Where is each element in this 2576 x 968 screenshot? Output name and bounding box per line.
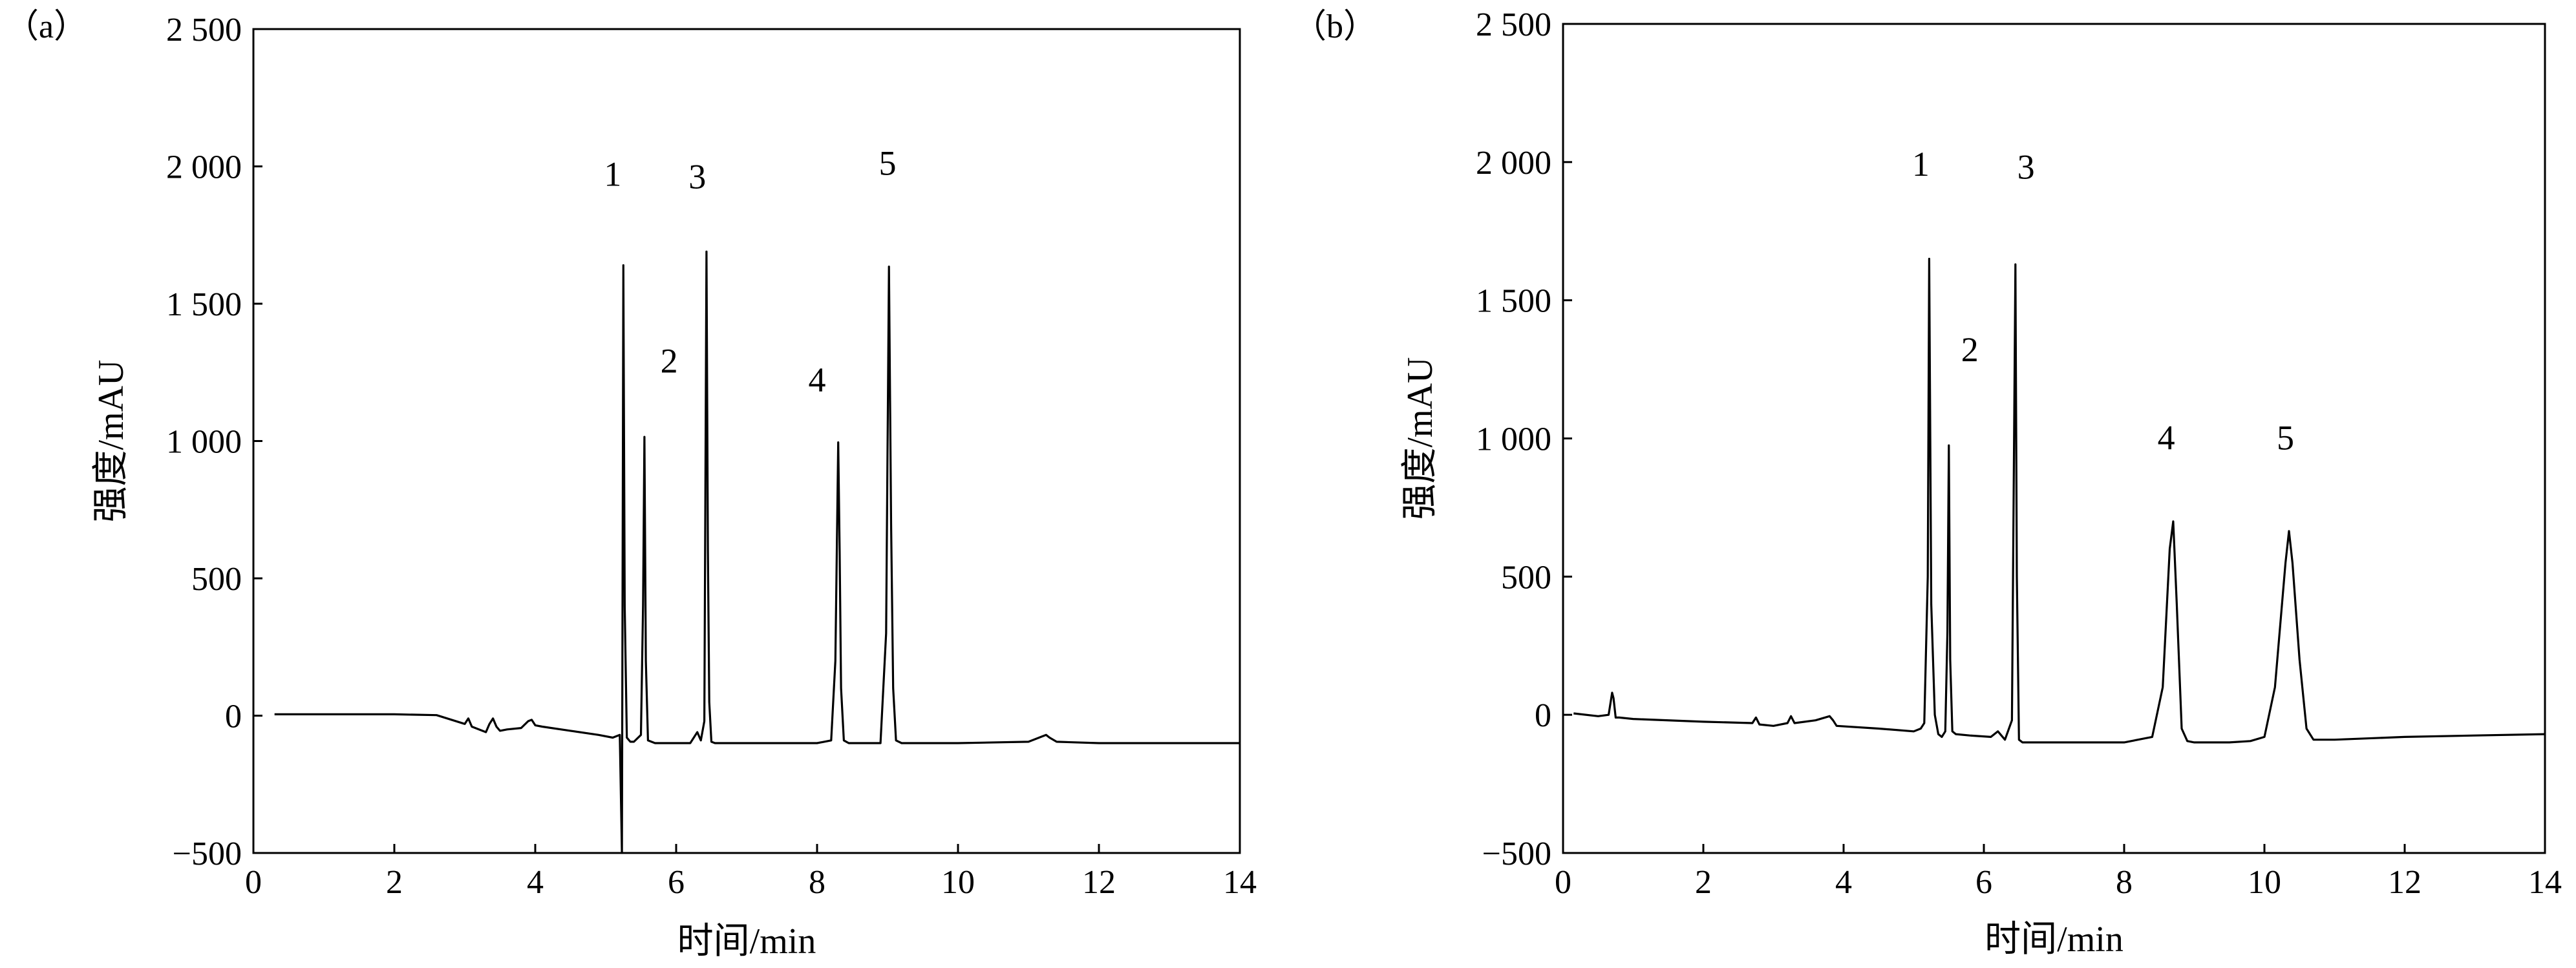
y-tick-label: 2 000 [166,149,242,186]
y-axis-title: 强度/mAU [91,360,131,523]
peak-label: 3 [2017,147,2035,186]
y-tick-label: 0 [225,699,242,735]
x-tick-label: 8 [809,864,825,901]
y-tick-label: −500 [173,836,242,872]
x-tick-label: 14 [2528,864,2562,901]
x-tick-label: 4 [527,864,544,901]
x-tick-label: 10 [2248,864,2281,901]
panel-label: （b） [1293,8,1377,45]
y-tick-label: 2 500 [166,12,242,48]
x-tick-label: 14 [1223,864,1257,901]
y-tick-label: 1 500 [166,286,242,323]
x-tick-label: 0 [1555,864,1571,901]
y-tick-label: 1 000 [166,424,242,461]
plot-frame [252,28,1241,854]
panel-label: （a） [5,8,87,45]
peak-label: 3 [688,158,706,196]
y-tick-label: 1 000 [1476,421,1551,458]
y-tick-label: −500 [1482,836,1551,872]
x-tick-label: 8 [2116,864,2133,901]
peak-label: 2 [661,341,678,380]
x-tick-label: 6 [668,864,685,901]
y-tick-label: 500 [1501,559,1551,596]
x-tick-label: 12 [2388,864,2422,901]
peak-label: 4 [2158,419,2175,458]
peak-label: 5 [879,143,897,182]
x-tick-label: 10 [941,864,975,901]
chromatogram-trace [274,250,1240,854]
peak-label: 2 [1961,330,1979,369]
x-tick-label: 4 [1835,864,1852,901]
x-tick-label: 6 [1975,864,1992,901]
y-axis-title: 强度/mAU [1400,357,1440,520]
x-tick-label: 2 [1695,864,1712,901]
peak-label: 1 [604,154,621,193]
y-tick-label: 0 [1535,697,1551,734]
y-tick-label: 1 500 [1476,283,1551,320]
x-axis-title: 时间/min [1985,920,2124,960]
peak-label: 4 [809,361,826,399]
y-tick-label: 2 000 [1476,145,1551,182]
peak-label: 1 [1912,145,1930,184]
y-tick-label: 500 [191,561,242,598]
plot-frame [1562,23,2546,854]
x-tick-label: 0 [245,864,262,901]
chromatogram-trace [1573,257,2546,744]
y-tick-label: 2 500 [1476,6,1551,43]
x-tick-label: 12 [1082,864,1116,901]
x-tick-label: 2 [386,864,403,901]
peak-label: 5 [2277,419,2294,458]
x-axis-title: 时间/min [677,921,816,962]
